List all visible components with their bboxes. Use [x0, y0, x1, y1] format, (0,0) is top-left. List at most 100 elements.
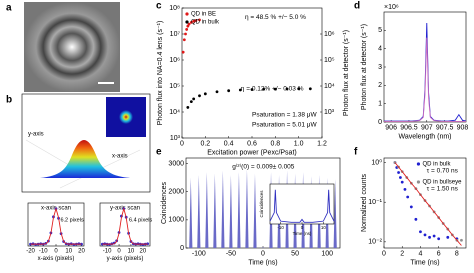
surface	[40, 140, 130, 178]
plot-frame	[383, 157, 467, 249]
x-tick-label: -20	[26, 248, 35, 254]
x-axis-title: x-axis (pixels)	[38, 256, 75, 262]
y-tick-label: 1000	[168, 217, 184, 224]
x-axis-title: Time (ns)	[410, 260, 439, 267]
point	[187, 22, 191, 26]
legend-marker	[416, 162, 421, 166]
legend-marker	[185, 12, 189, 16]
peak	[229, 174, 233, 248]
panel-label: f	[354, 147, 358, 158]
y-multiplier: ×10⁶	[384, 4, 399, 11]
x-tick-label: 0.2	[200, 140, 210, 147]
x-axis-title: Time (ns)	[248, 260, 277, 267]
point	[423, 233, 427, 237]
line	[102, 206, 148, 245]
y-axis-title: Coincidences	[259, 190, 264, 218]
point	[189, 20, 193, 24]
peak	[197, 174, 201, 248]
panel-label: e	[156, 147, 162, 158]
point	[250, 88, 254, 91]
x-axis-title: Time (ns)	[293, 231, 312, 236]
x-tick-label: 906	[385, 124, 397, 131]
y-tick-label: 10⁵	[169, 83, 180, 90]
point	[460, 238, 463, 242]
x-tick-label: 50	[291, 250, 299, 257]
y-tick-label: 10⁻²	[368, 239, 382, 246]
point	[182, 38, 186, 42]
point	[297, 87, 301, 91]
y-tick-label: 10⁷	[170, 31, 181, 38]
x-tick-label: 4	[418, 250, 422, 257]
x-tick-label: 8	[455, 250, 459, 257]
line	[384, 37, 466, 122]
plot-frame	[269, 183, 335, 225]
point	[262, 87, 266, 91]
x-axis-title: Excitation power (Pexc/Psat)	[207, 150, 296, 157]
legend-label: QD in bulk	[422, 162, 451, 168]
peak	[253, 173, 257, 248]
point	[189, 100, 193, 104]
point	[446, 235, 450, 239]
y2-tick-label: 10³	[324, 109, 335, 116]
point	[400, 180, 404, 184]
point	[432, 234, 436, 238]
annotation: τ = 1.50 ns	[427, 185, 459, 192]
legend-label: QD in BE	[191, 12, 216, 18]
legend-label: QD in bulk	[191, 20, 220, 26]
point	[409, 205, 413, 209]
y-tick-label: 3	[378, 64, 382, 71]
legend-marker	[416, 180, 421, 184]
x-tick-label: -10	[39, 248, 48, 254]
line	[269, 189, 335, 223]
x-tick-label: 0	[180, 140, 184, 147]
x-tick-label: 20	[140, 248, 147, 254]
peak	[261, 247, 265, 248]
plot-frame	[181, 7, 323, 139]
x-tick-label: 0.8	[270, 140, 280, 147]
x-tick-label: 10	[128, 248, 135, 254]
x-tick-label: 1.2	[317, 140, 327, 147]
point	[419, 230, 422, 234]
line	[384, 22, 467, 122]
point	[406, 195, 410, 199]
x-tick-label: 907.5	[436, 124, 454, 131]
point	[403, 188, 407, 191]
point	[215, 90, 219, 94]
point	[238, 88, 242, 92]
x-tick-label: 0.6	[247, 140, 257, 147]
point	[285, 87, 289, 91]
annotation: η = 0.12% +/− 0.03 %	[241, 85, 304, 92]
annotation: η = 48.5 % +/− 5.0 %	[245, 14, 306, 21]
tem-image	[24, 2, 120, 92]
scale-bar	[98, 82, 114, 84]
x-tick-label: 6	[437, 250, 441, 257]
x-tick-label: 906.5	[400, 124, 418, 131]
x-tick-label: 20	[78, 248, 85, 254]
y-tick-label: 4	[378, 46, 382, 53]
line	[394, 162, 462, 246]
y2-tick-label: 10⁶	[324, 31, 335, 38]
point	[399, 176, 402, 179]
x-tick-label: 10	[321, 225, 327, 230]
point	[414, 217, 418, 221]
y-axis-title: Photon flux into NA=0.4 lens (s⁻¹)	[157, 21, 164, 126]
panel-label: a	[6, 3, 12, 14]
point	[397, 171, 400, 174]
y2-tick-label: 10⁵	[324, 57, 335, 64]
x-tick-label: 0	[261, 250, 265, 257]
point	[192, 19, 196, 23]
legend-label: QD in bullseye	[422, 180, 462, 186]
annotation: g⁽²⁾(0) = 0.009± 0.005	[232, 163, 295, 171]
y2-axis-title: Photon flux at detector (s⁻¹)	[343, 30, 350, 116]
y-tick-label: 10⁸	[169, 5, 180, 12]
point	[186, 24, 190, 28]
point	[308, 87, 312, 91]
plot-frame	[99, 202, 151, 247]
line	[30, 206, 82, 245]
y-tick-label: 10⁰	[371, 158, 382, 166]
point	[181, 50, 185, 54]
point	[194, 19, 198, 22]
point	[29, 242, 32, 246]
y2-tick-label: 10⁴	[324, 83, 335, 90]
